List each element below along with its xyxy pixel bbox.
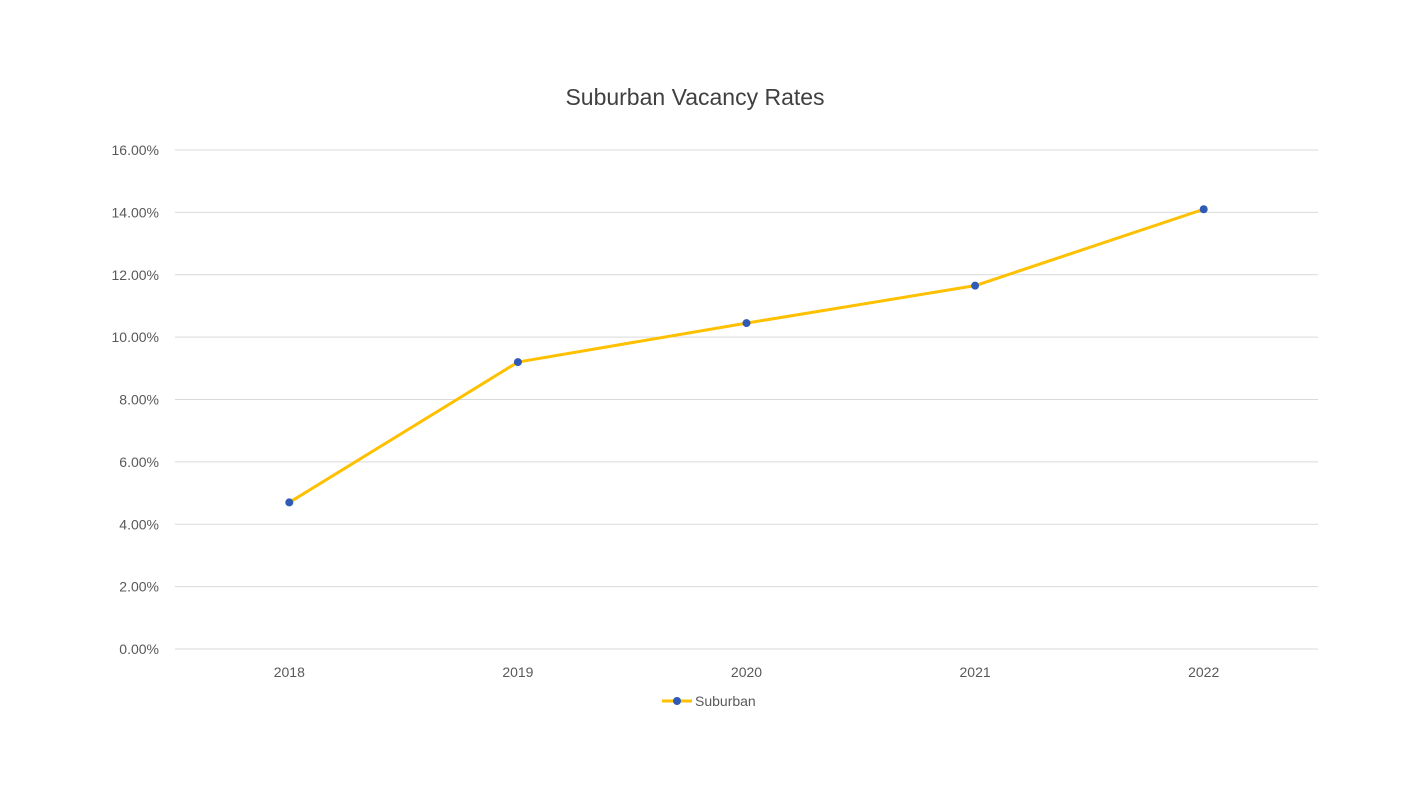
x-tick-label: 2022	[1188, 664, 1219, 680]
data-point	[971, 281, 980, 290]
data-point	[1199, 205, 1208, 214]
x-axis-ticks: 2018 2019 2020 2021 2022	[274, 664, 1220, 680]
legend: Suburban	[662, 693, 756, 709]
x-tick-label: 2020	[731, 664, 762, 680]
legend-marker-swatch	[673, 697, 681, 705]
x-tick-label: 2019	[502, 664, 533, 680]
y-tick-label: 10.00%	[112, 329, 159, 345]
x-tick-label: 2021	[960, 664, 991, 680]
y-tick-label: 0.00%	[119, 641, 159, 657]
y-tick-label: 8.00%	[119, 392, 159, 408]
y-tick-label: 4.00%	[119, 516, 159, 532]
series-line	[288, 207, 1205, 504]
legend-label: Suburban	[695, 693, 756, 709]
y-tick-label: 6.00%	[119, 454, 159, 470]
chart-title: Suburban Vacancy Rates	[565, 84, 824, 110]
y-tick-label: 2.00%	[119, 579, 159, 595]
series-layer	[285, 205, 1208, 507]
y-tick-label: 14.00%	[112, 204, 159, 220]
data-point	[285, 498, 294, 507]
y-tick-label: 16.00%	[112, 142, 159, 158]
data-point	[513, 358, 522, 367]
x-tick-label: 2018	[274, 664, 305, 680]
y-tick-label: 12.00%	[112, 267, 159, 283]
gridlines	[175, 149, 1318, 650]
data-point	[742, 319, 751, 328]
y-axis-ticks: 0.00% 2.00% 4.00% 6.00% 8.00% 10.00% 12.00% 14.…	[112, 142, 159, 657]
